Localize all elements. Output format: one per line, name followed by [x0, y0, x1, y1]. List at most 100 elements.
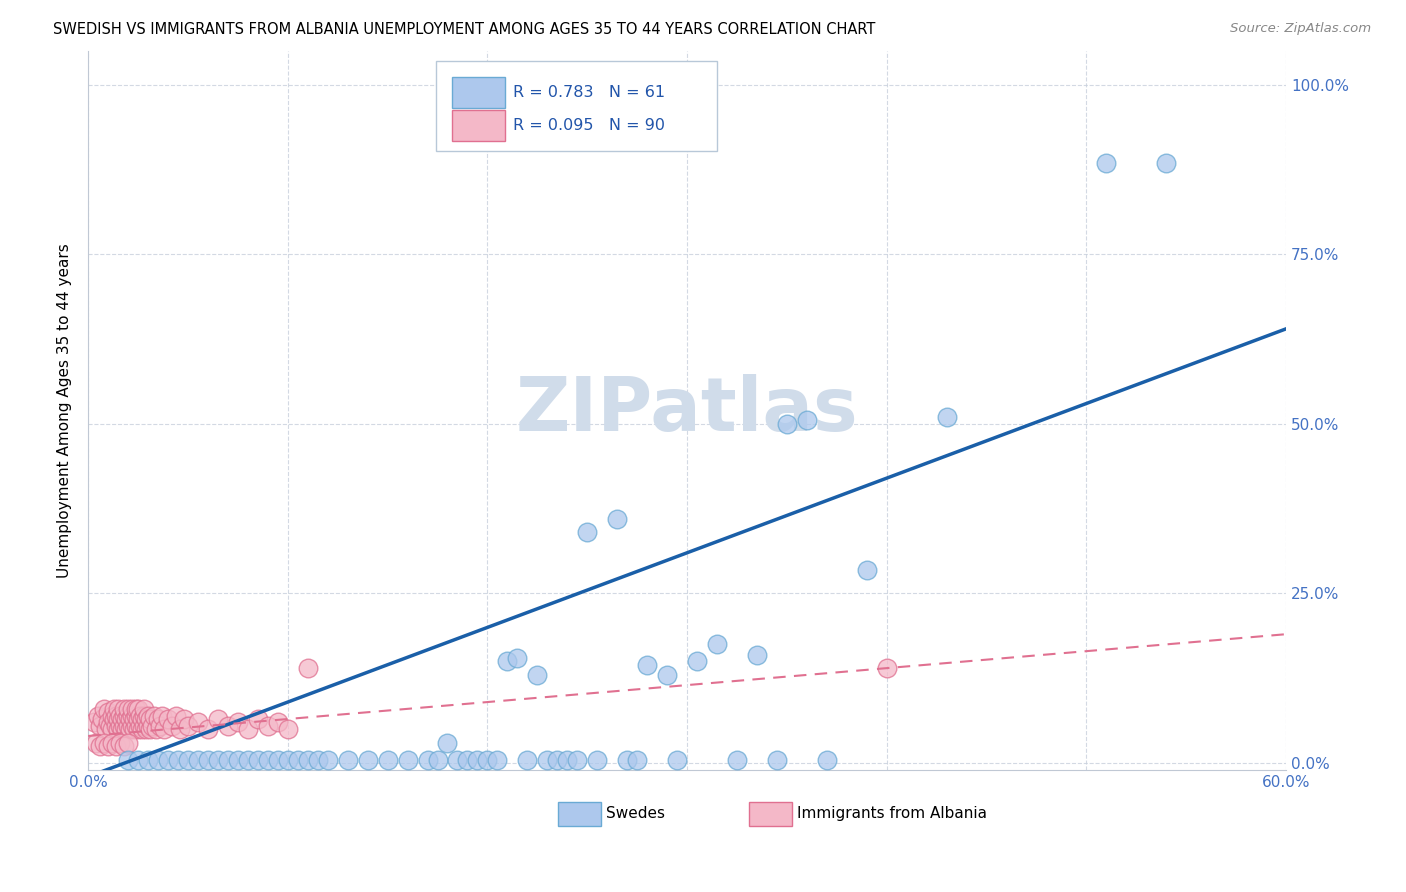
Point — [169, 722, 191, 736]
Point — [796, 413, 818, 427]
Point — [606, 512, 628, 526]
Point — [256, 719, 278, 733]
Point — [117, 719, 139, 733]
Point — [136, 719, 159, 733]
Text: ZIPatlas: ZIPatlas — [516, 374, 859, 447]
Point — [555, 753, 578, 767]
Point — [477, 753, 499, 767]
Point — [121, 719, 143, 733]
Point — [486, 753, 509, 767]
Point — [112, 719, 135, 733]
Point — [855, 563, 877, 577]
Point — [446, 753, 468, 767]
Point — [105, 739, 128, 754]
Point — [316, 753, 339, 767]
Point — [207, 712, 229, 726]
Point — [267, 715, 290, 730]
Point — [567, 753, 589, 767]
Point — [139, 712, 162, 726]
Point — [256, 753, 278, 767]
Text: Source: ZipAtlas.com: Source: ZipAtlas.com — [1230, 22, 1371, 36]
Point — [876, 661, 898, 675]
Point — [156, 753, 179, 767]
Point — [122, 722, 145, 736]
Point — [89, 739, 111, 754]
Point — [167, 753, 190, 767]
Point — [108, 736, 131, 750]
Point — [105, 708, 128, 723]
Point — [426, 753, 449, 767]
Point — [226, 753, 249, 767]
Point — [307, 753, 329, 767]
Point — [297, 753, 319, 767]
Point — [246, 712, 269, 726]
Point — [115, 712, 138, 726]
Point — [277, 753, 299, 767]
Point — [132, 708, 155, 723]
Point — [150, 708, 173, 723]
Point — [107, 722, 129, 736]
Point — [287, 753, 309, 767]
Point — [108, 708, 131, 723]
Point — [236, 722, 259, 736]
Point — [131, 712, 153, 726]
Point — [217, 753, 239, 767]
Point — [125, 719, 148, 733]
Point — [536, 753, 558, 767]
Point — [111, 712, 134, 726]
FancyBboxPatch shape — [558, 802, 600, 826]
Point — [103, 712, 125, 726]
Point — [197, 722, 219, 736]
Point — [120, 722, 142, 736]
Point — [93, 736, 115, 750]
Point — [526, 668, 548, 682]
Point — [143, 708, 166, 723]
Point — [776, 417, 799, 431]
Point — [165, 708, 187, 723]
Point — [146, 712, 169, 726]
Point — [87, 708, 110, 723]
Point — [135, 712, 157, 726]
Point — [135, 722, 157, 736]
Point — [576, 525, 599, 540]
Point — [141, 719, 163, 733]
Point — [655, 668, 678, 682]
Point — [127, 753, 149, 767]
Point — [136, 708, 159, 723]
Point — [516, 753, 538, 767]
Point — [586, 753, 609, 767]
Point — [122, 712, 145, 726]
Point — [336, 753, 359, 767]
Point — [129, 719, 152, 733]
Point — [112, 702, 135, 716]
Point — [127, 702, 149, 716]
Point — [267, 753, 290, 767]
Text: Immigrants from Albania: Immigrants from Albania — [797, 806, 987, 822]
Point — [725, 753, 748, 767]
Point — [132, 719, 155, 733]
Point — [103, 702, 125, 716]
Point — [117, 708, 139, 723]
Point — [396, 753, 419, 767]
Point — [636, 657, 658, 672]
Point — [616, 753, 638, 767]
Point — [546, 753, 568, 767]
Point — [153, 722, 176, 736]
Point — [108, 719, 131, 733]
Point — [111, 722, 134, 736]
Point — [935, 410, 957, 425]
Point — [125, 708, 148, 723]
Point — [706, 637, 728, 651]
Point — [132, 702, 155, 716]
Point — [246, 753, 269, 767]
Point — [173, 712, 195, 726]
Point — [467, 753, 489, 767]
Point — [416, 753, 439, 767]
Point — [101, 708, 124, 723]
Point — [127, 722, 149, 736]
Point — [160, 719, 183, 733]
Point — [226, 715, 249, 730]
Point — [112, 739, 135, 754]
Point — [356, 753, 378, 767]
Point — [84, 736, 107, 750]
